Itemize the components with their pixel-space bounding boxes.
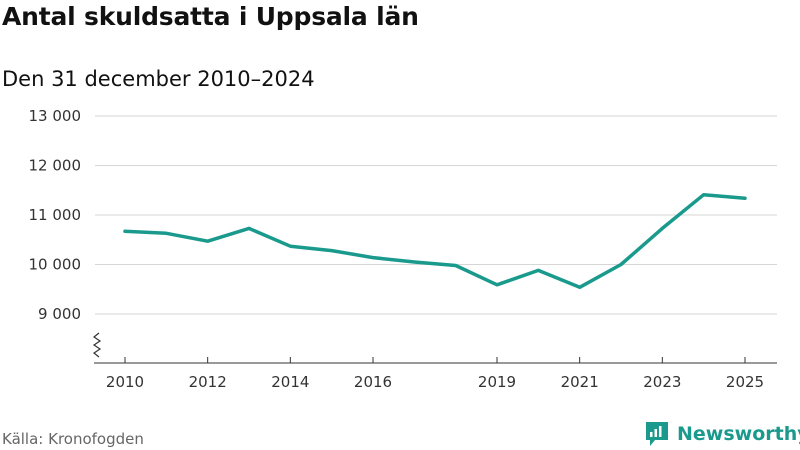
data-point-2017 bbox=[412, 260, 416, 264]
x-tick-label-2014: 2014 bbox=[271, 373, 309, 391]
data-point-2016 bbox=[371, 256, 375, 260]
gridlines bbox=[95, 115, 777, 315]
x-tick-label-2025: 2025 bbox=[726, 373, 764, 391]
data-points bbox=[123, 193, 747, 290]
data-point-2023 bbox=[660, 226, 664, 230]
data-point-2014 bbox=[288, 244, 292, 248]
x-tick-label-2010: 2010 bbox=[106, 373, 144, 391]
x-tick-label-2023: 2023 bbox=[643, 373, 681, 391]
series-line-antal-skuldsatta bbox=[123, 192, 747, 290]
y-tick-label-10000: 10 000 bbox=[29, 256, 82, 274]
y-axis-tick-labels: 9 000 10 000 11 000 12 000 13 000 bbox=[29, 107, 82, 323]
newsworthy-logo-icon bbox=[646, 422, 668, 446]
brand-logo[interactable]: Newsworthy bbox=[644, 420, 800, 448]
data-point-2021 bbox=[578, 285, 582, 289]
data-point-2020 bbox=[536, 268, 540, 272]
data-point-2025 bbox=[743, 196, 747, 200]
y-tick-label-9000: 9 000 bbox=[38, 305, 81, 323]
x-tick-label-2012: 2012 bbox=[189, 373, 227, 391]
y-tick-label-13000: 13 000 bbox=[29, 107, 82, 125]
chart-title: Antal skuldsatta i Uppsala län bbox=[2, 2, 419, 31]
chart-subtitle: Den 31 december 2010–2024 bbox=[2, 67, 315, 91]
data-point-2011 bbox=[164, 231, 168, 235]
source-note: Källa: Kronofogden bbox=[2, 430, 144, 448]
y-tick-label-11000: 11 000 bbox=[29, 206, 82, 224]
x-tick-label-2016: 2016 bbox=[354, 373, 392, 391]
data-point-2019 bbox=[495, 283, 499, 287]
data-point-2024 bbox=[702, 193, 706, 197]
data-point-2013 bbox=[247, 226, 251, 230]
data-point-2010 bbox=[123, 229, 127, 233]
brand-name: Newsworthy bbox=[677, 423, 800, 445]
data-point-2012 bbox=[206, 239, 210, 243]
axis-break-icon bbox=[92, 332, 102, 358]
data-point-2018 bbox=[454, 263, 458, 267]
y-tick-label-12000: 12 000 bbox=[29, 157, 82, 175]
x-axis-ticks: 2010 2012 2014 2016 2019 2021 2023 2025 bbox=[106, 357, 764, 391]
data-point-2022 bbox=[619, 263, 623, 267]
x-tick-label-2021: 2021 bbox=[561, 373, 599, 391]
data-point-2015 bbox=[330, 249, 334, 253]
x-tick-label-2019: 2019 bbox=[478, 373, 516, 391]
